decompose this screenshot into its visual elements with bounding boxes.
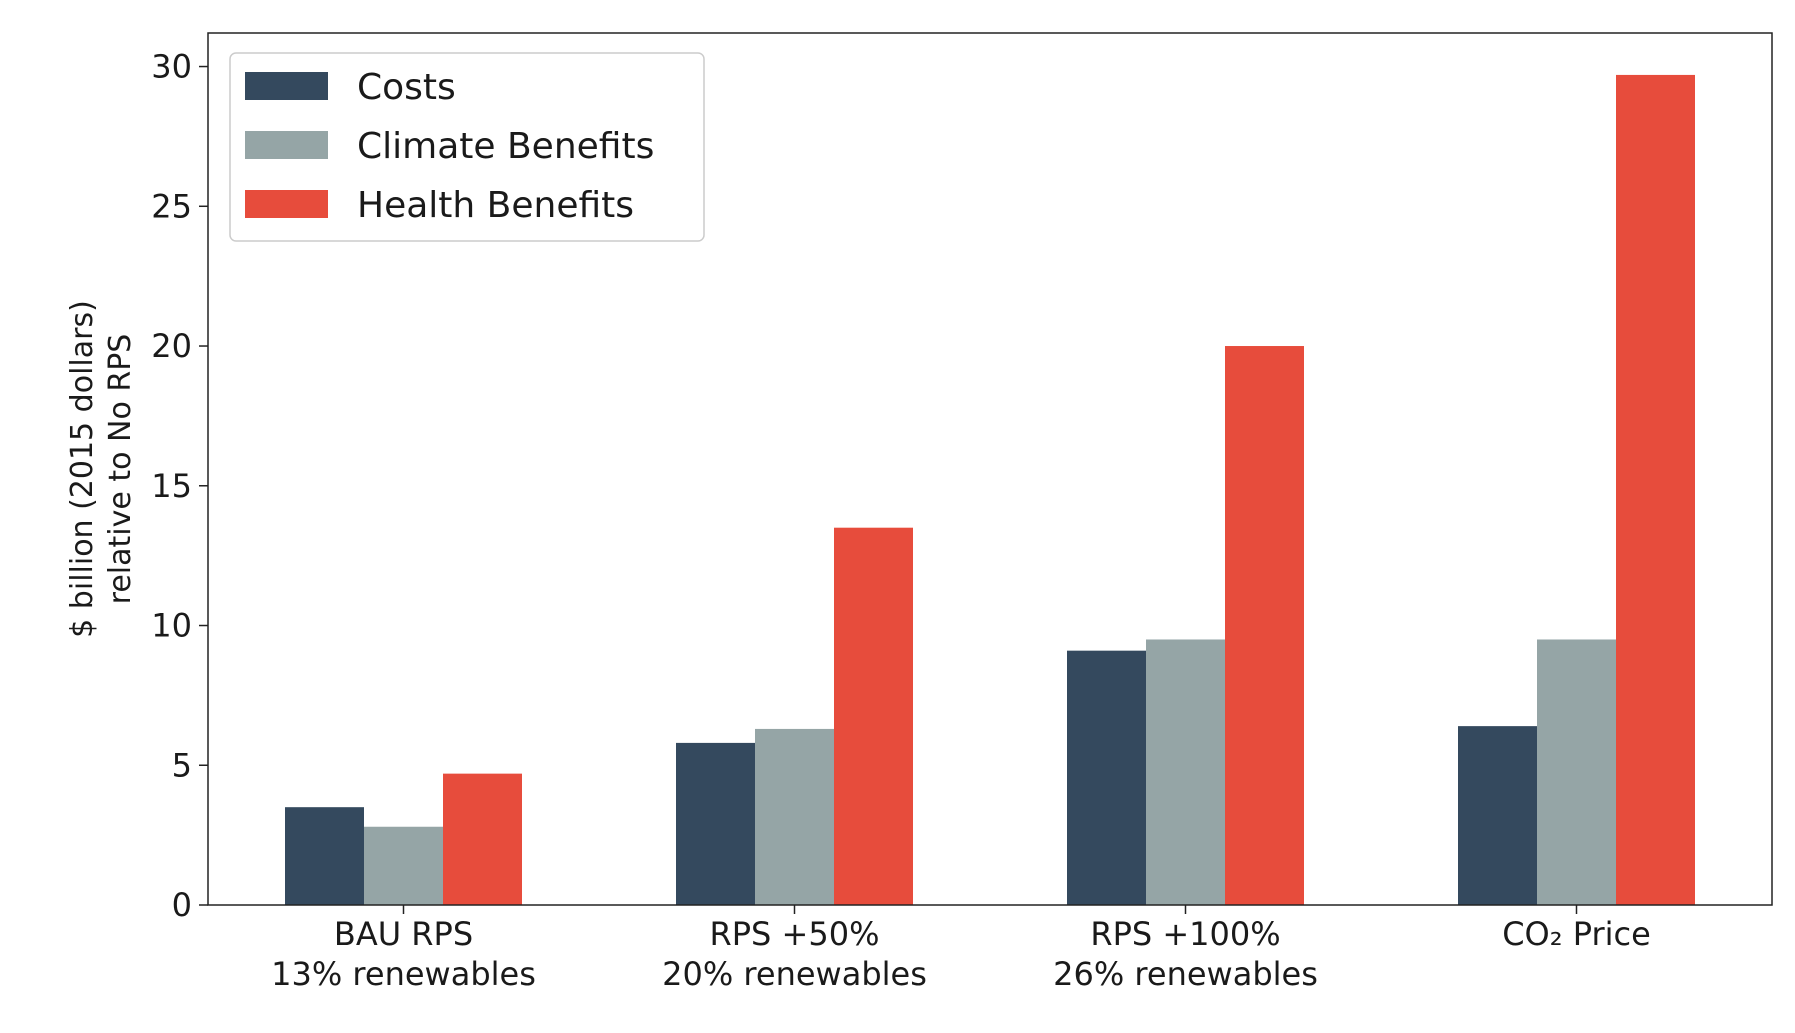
y-tick-label: 5 (172, 746, 192, 784)
y-tick-label: 0 (172, 886, 192, 924)
bar-2-3 (1146, 639, 1225, 905)
y-tick-label: 10 (151, 607, 192, 645)
legend-label-1: Costs (357, 67, 456, 108)
y-tick-label: 20 (151, 327, 192, 365)
bar-1-3 (1067, 650, 1146, 905)
legend-swatch-1 (245, 72, 328, 100)
x-tick-label: CO₂ Price (1502, 915, 1651, 953)
bar-3-3 (1225, 346, 1304, 905)
bar-2-4 (1537, 639, 1616, 905)
bar-3-1 (443, 773, 522, 905)
y-axis: 0 5 10 15 20 25 30 (151, 48, 208, 924)
legend: Costs Climate Benefits Health Benefits (229, 52, 705, 242)
legend-swatch-3 (245, 190, 328, 218)
x-tick-label: BAU RPS (334, 915, 473, 953)
bar-2-2 (755, 728, 834, 905)
legend-label-2: Climate Benefits (357, 126, 654, 167)
x-tick-label: 20% renewables (662, 955, 927, 993)
bar-2-1 (364, 826, 443, 905)
plot-frame (207, 32, 1773, 906)
x-tick-label: RPS +100% (1090, 915, 1280, 953)
y-axis-title-line-2: relative to No RPS (103, 334, 138, 605)
y-tick-label: 15 (151, 467, 192, 505)
y-axis-title-line-1: $ billion (2015 dollars) (65, 300, 100, 638)
bar-3-2 (834, 527, 913, 905)
x-tick-label: 26% renewables (1053, 955, 1318, 993)
bar-3-4 (1616, 74, 1695, 905)
bar-1-4 (1458, 726, 1537, 905)
bar-1-2 (676, 742, 755, 905)
bar-1-1 (285, 807, 364, 905)
bars-layer (285, 74, 1695, 905)
y-tick-label: 25 (151, 187, 192, 225)
x-tick-label: 13% renewables (271, 955, 536, 993)
x-tick-label: RPS +50% (710, 915, 880, 953)
y-tick-label: 30 (151, 48, 192, 86)
legend-label-3: Health Benefits (357, 185, 634, 226)
legend-swatch-2 (245, 131, 328, 159)
legend-box (229, 52, 705, 242)
